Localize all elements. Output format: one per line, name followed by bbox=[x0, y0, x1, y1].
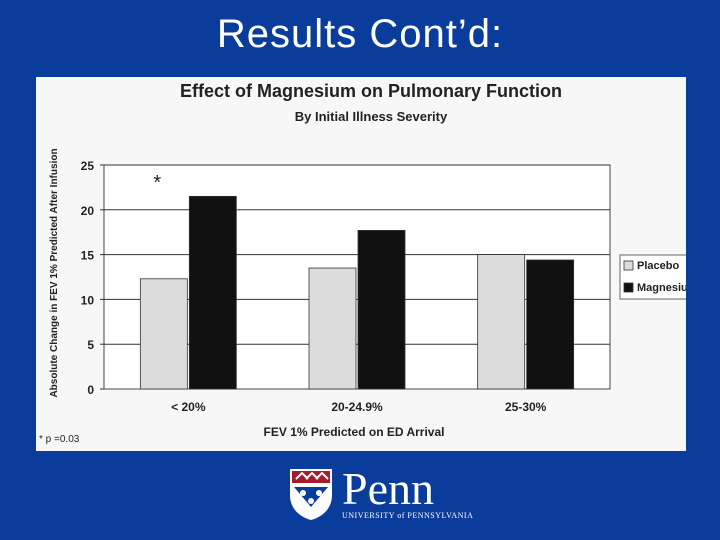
y-tick-label: 0 bbox=[87, 383, 94, 397]
bar-magnesium bbox=[526, 259, 575, 390]
bar-magnesium bbox=[357, 230, 406, 390]
plot-area: 0 5 10 15 20 25 < 20% 20-24.9% 25-30% * bbox=[81, 159, 611, 414]
penn-shield-icon bbox=[290, 469, 332, 520]
legend-label-placebo: Placebo bbox=[637, 260, 679, 272]
x-tick-label: < 20% bbox=[171, 400, 206, 414]
bar-placebo bbox=[477, 254, 526, 390]
chart-panel: Effect of Magnesium on Pulmonary Functio… bbox=[36, 77, 686, 451]
legend-label-magnesium: Magnesium bbox=[637, 282, 686, 294]
bar-placebo bbox=[308, 267, 357, 390]
y-tick-label: 10 bbox=[81, 293, 95, 307]
legend: Placebo Magnesium bbox=[619, 254, 686, 300]
y-tick-label: 25 bbox=[81, 159, 95, 173]
legend-swatch-magnesium bbox=[623, 282, 634, 293]
bar-placebo bbox=[139, 278, 188, 390]
bar-chart: Effect of Magnesium on Pulmonary Functio… bbox=[39, 81, 686, 445]
chart-title: Effect of Magnesium on Pulmonary Functio… bbox=[180, 81, 562, 101]
penn-logo: Penn UNIVERSITY of PENNSYLVANIA bbox=[288, 463, 473, 522]
bar-magnesium bbox=[188, 195, 237, 390]
plot-background bbox=[103, 164, 611, 390]
x-axis-label: FEV 1% Predicted on ED Arrival bbox=[264, 425, 445, 439]
significance-marker: * bbox=[153, 172, 161, 194]
x-tick-label: 25-30% bbox=[505, 400, 547, 414]
logo-wordmark: Penn bbox=[342, 463, 434, 514]
y-tick-label: 20 bbox=[81, 204, 95, 218]
x-tick-label: 20-24.9% bbox=[331, 400, 383, 414]
slide-title: Results Cont’d: bbox=[216, 12, 504, 56]
legend-swatch-placebo bbox=[623, 260, 634, 271]
footnote: * p =0.03 bbox=[39, 434, 80, 445]
y-axis-label: Absolute Change in FEV 1% Predicted Afte… bbox=[49, 148, 60, 397]
chart-subtitle: By Initial Illness Severity bbox=[295, 109, 448, 124]
logo-subtitle: UNIVERSITY of PENNSYLVANIA bbox=[342, 511, 474, 520]
y-tick-label: 15 bbox=[81, 249, 95, 263]
y-tick-label: 5 bbox=[87, 338, 94, 352]
